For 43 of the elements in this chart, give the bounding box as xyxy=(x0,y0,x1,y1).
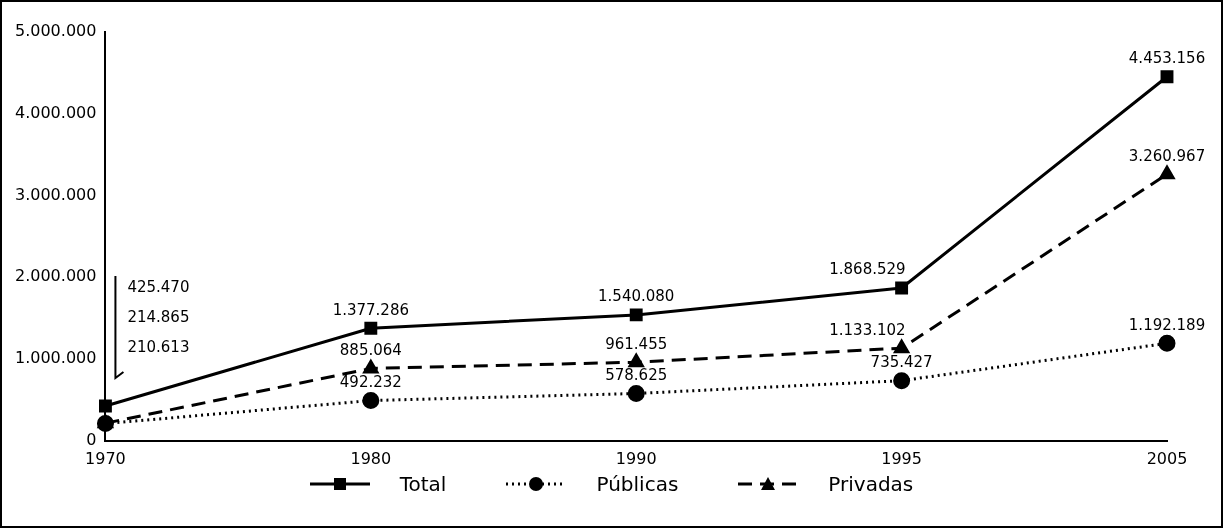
y-tick-label: 0 xyxy=(86,429,97,449)
point xyxy=(98,399,112,413)
data-label: 735.427 xyxy=(870,353,933,372)
y-tick-label: 5.000.000 xyxy=(14,21,97,41)
point xyxy=(629,308,643,322)
x-tick-label: 1990 xyxy=(615,448,657,468)
data-label: 1.540.080 xyxy=(598,287,675,306)
data-label: 1.133.102 xyxy=(829,320,906,339)
y-tick-label: 4.000.000 xyxy=(14,102,97,122)
y-tick-label: 3.000.000 xyxy=(14,184,97,204)
y-tick-label: 2.000.000 xyxy=(14,266,97,286)
x-tick-label: 1970 xyxy=(85,448,126,468)
data-label: 1.192.189 xyxy=(1128,315,1206,334)
point xyxy=(362,392,380,410)
point xyxy=(363,359,379,374)
x-tick-label: 1980 xyxy=(350,448,392,468)
point xyxy=(627,384,645,402)
data-label: 3.260.967 xyxy=(1128,146,1206,165)
data-label: 4.453.156 xyxy=(1128,49,1206,68)
point xyxy=(893,372,911,390)
legend-label: Privadas xyxy=(828,472,914,496)
point xyxy=(364,321,378,335)
data-label: 1.377.286 xyxy=(332,300,409,319)
point xyxy=(628,353,644,368)
point xyxy=(1160,70,1174,84)
annotation: 214.865 xyxy=(127,307,190,326)
point xyxy=(894,339,910,354)
data-label: 961.455 xyxy=(605,334,668,353)
data-label: 1.868.529 xyxy=(829,260,906,279)
point xyxy=(1159,165,1175,180)
annotation: 425.470 xyxy=(127,277,190,296)
annotation: 210.613 xyxy=(127,337,190,356)
x-tick-label: 2005 xyxy=(1146,448,1188,468)
x-tick-label: 1995 xyxy=(881,448,922,468)
legend-label: Públicas xyxy=(596,472,679,496)
data-label: 885.064 xyxy=(339,340,402,359)
point xyxy=(96,415,114,433)
data-label: 578.625 xyxy=(605,365,668,384)
legend-label: Total xyxy=(399,472,447,496)
point xyxy=(1158,334,1176,352)
y-tick-label: 1.000.000 xyxy=(14,348,97,368)
data-label: 492.232 xyxy=(339,372,402,391)
point xyxy=(895,281,909,295)
